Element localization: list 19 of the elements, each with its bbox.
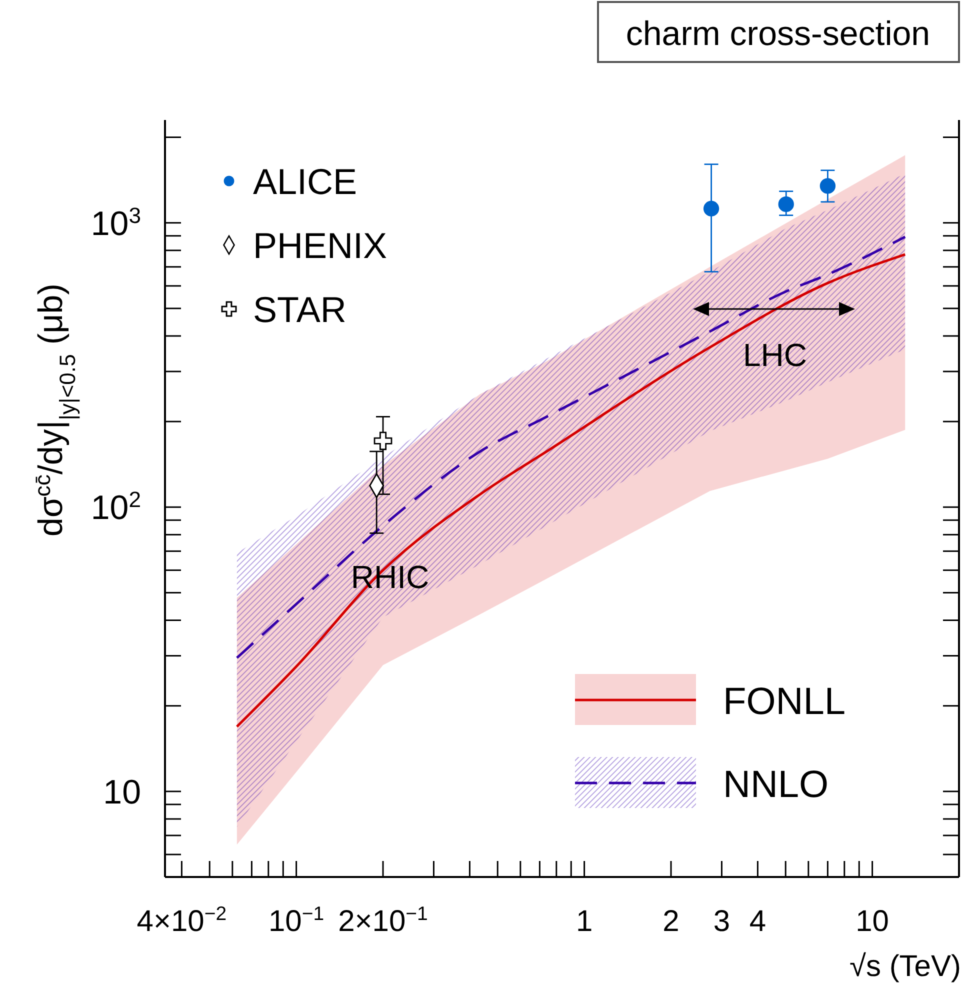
legend-label: ALICE [253,161,358,202]
y-tick-label: 10 [103,773,141,812]
legend-label: FONLL [723,681,846,723]
legend-label: STAR [253,289,346,330]
y-tick-label: 10$^{3}$ [90,202,141,243]
legend-label: NNLO [723,764,829,806]
legend-label: PHENIX [253,225,388,266]
chart-title: charm cross-section [626,15,930,53]
x-tick-label: 10$^{−1}$ [268,903,324,938]
x-tick-label: 4×10$^{−2}$ [136,903,227,938]
x-tick-label: 4 [749,905,766,938]
x-tick-label: 1 [576,905,593,938]
annotation: LHC [742,337,808,373]
x-tick-label: 3 [713,905,730,938]
x-axis-title: √s (TeV) [850,950,961,983]
x-tick-label: 2×10$^{−1}$ [338,903,428,938]
y-tick-label: 10$^{2}$ [90,486,141,528]
x-tick-label: 2 [662,905,680,938]
x-tick-label: 10 [856,905,889,938]
